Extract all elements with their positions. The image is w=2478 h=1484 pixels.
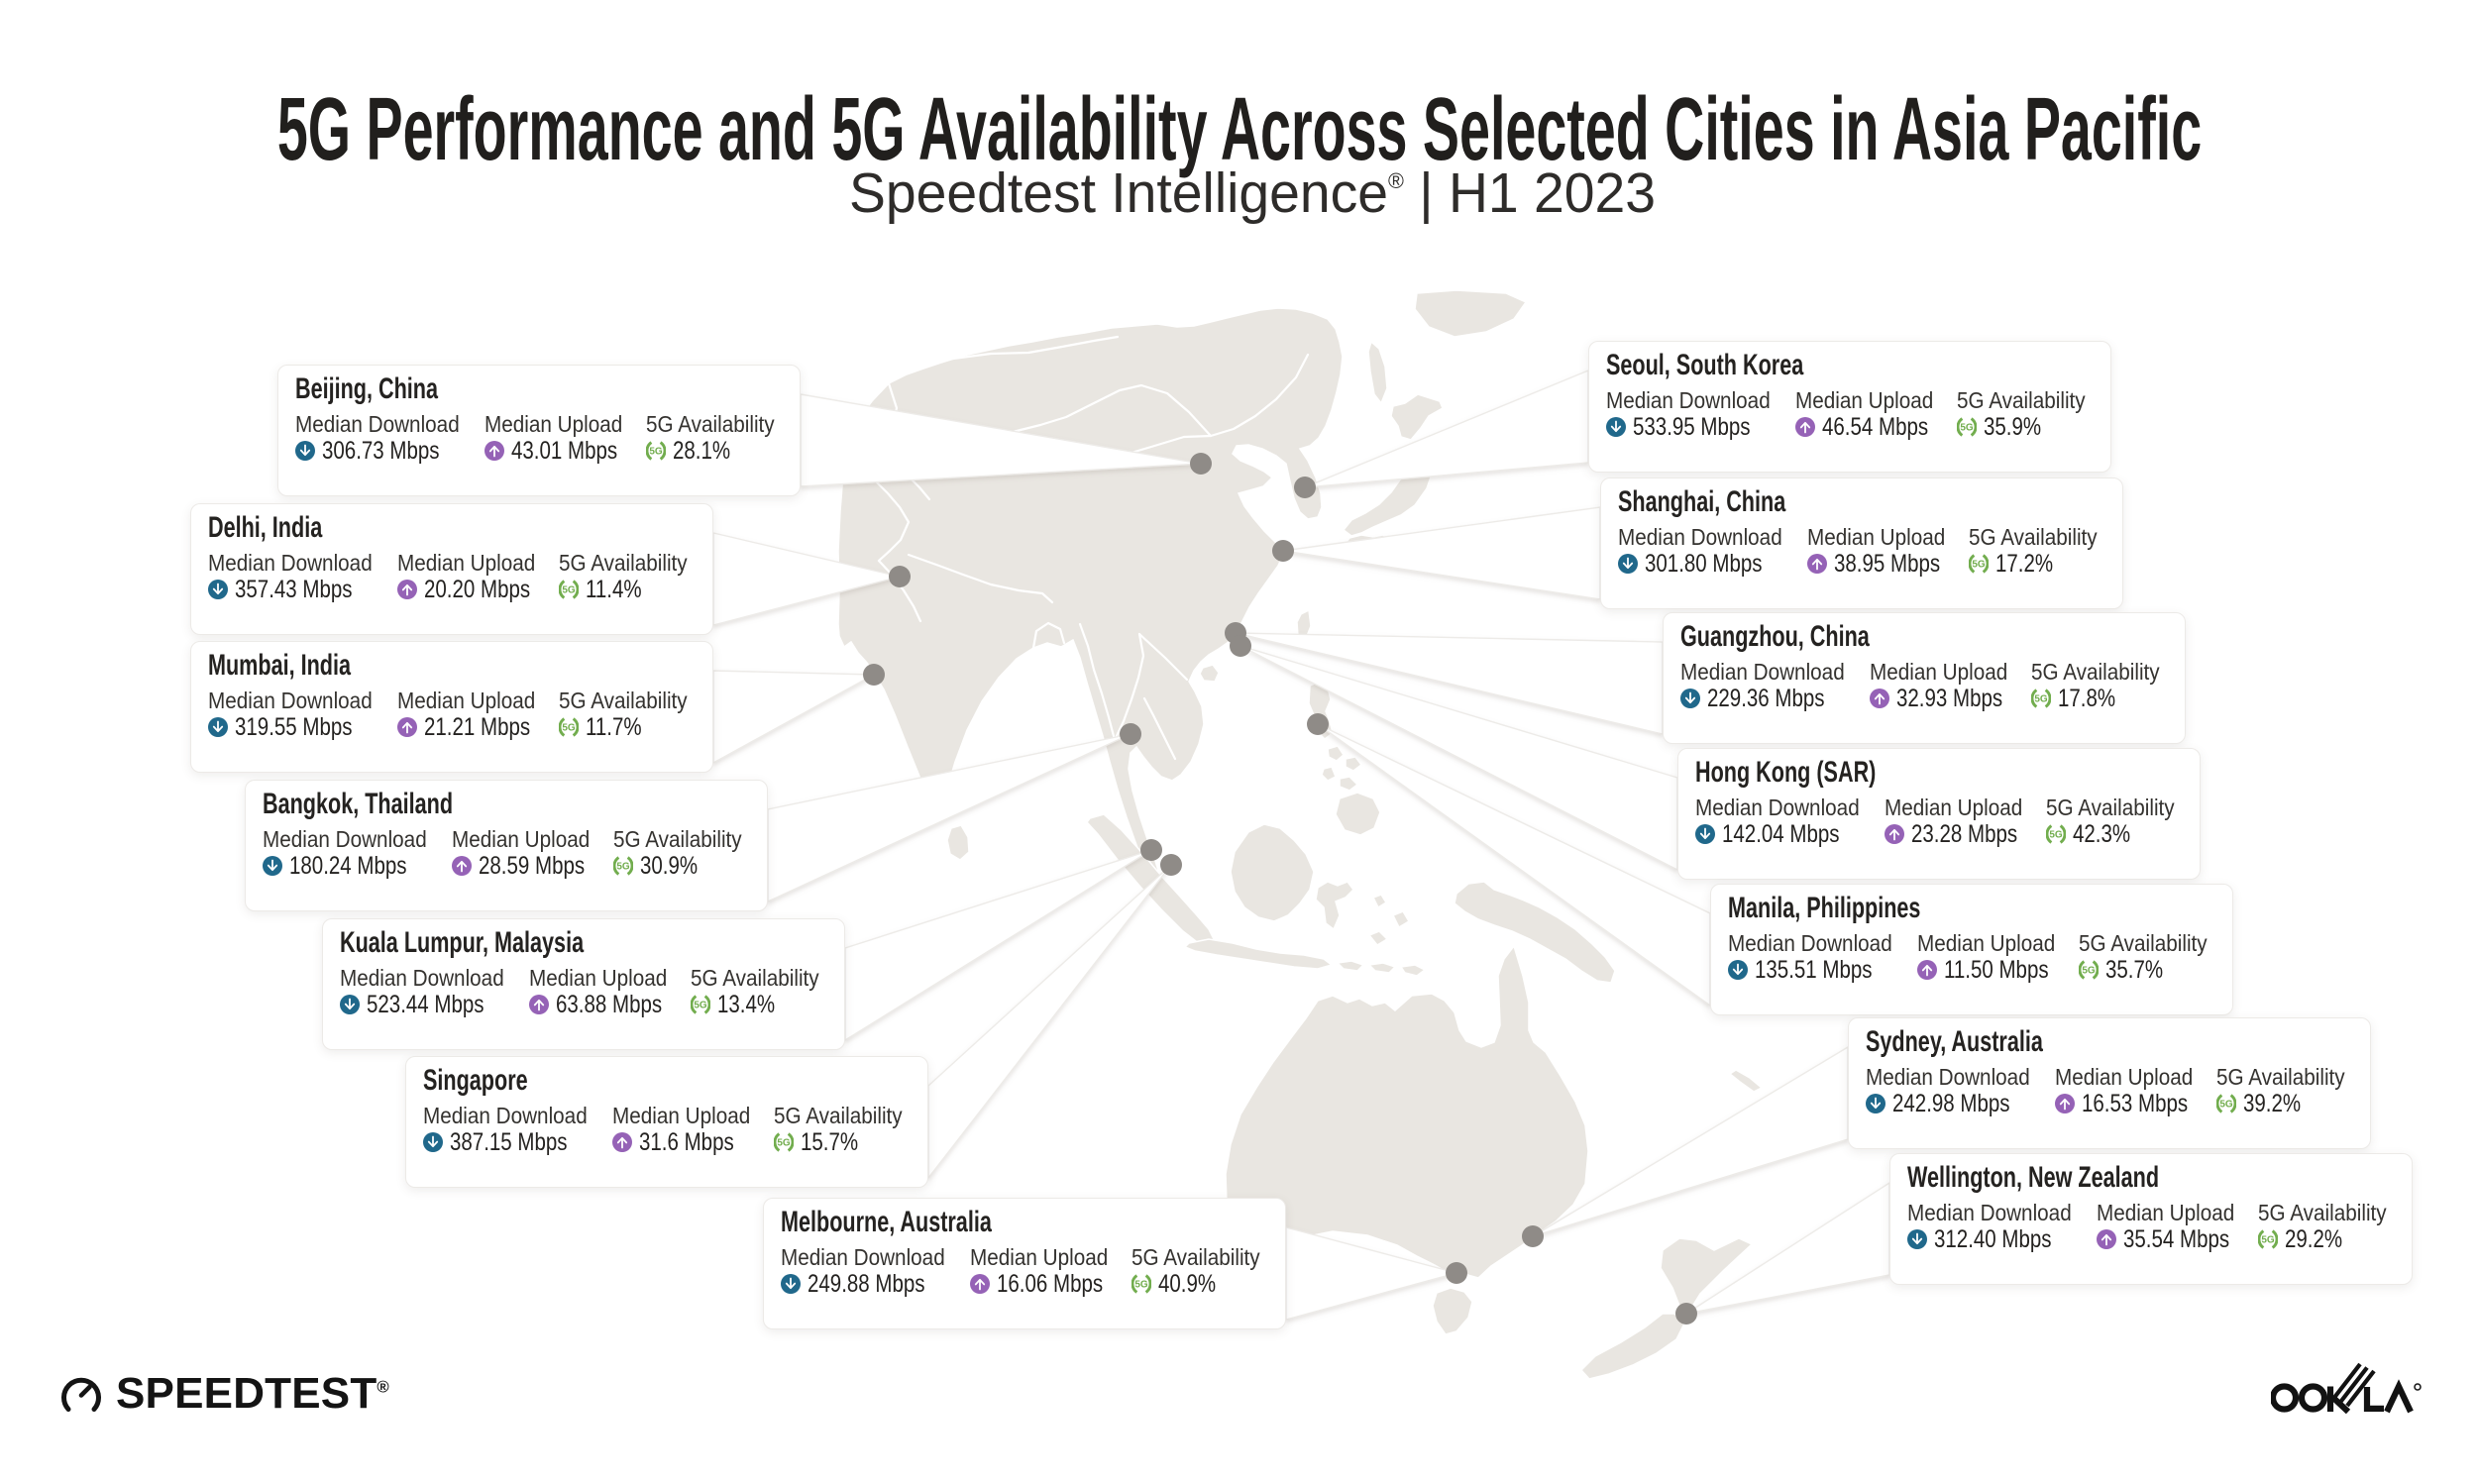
svg-text:5G: 5G	[616, 862, 630, 873]
svg-text:5G: 5G	[777, 1138, 791, 1149]
svg-text:5G: 5G	[562, 723, 576, 734]
svg-text:5G: 5G	[2034, 694, 2048, 705]
svg-text:5G: 5G	[694, 1001, 707, 1011]
svg-text:5G: 5G	[649, 447, 663, 458]
svg-text:5G: 5G	[2261, 1235, 2275, 1246]
svg-text:5G: 5G	[1960, 423, 1974, 434]
svg-text:5G: 5G	[1972, 560, 1986, 571]
svg-text:5G: 5G	[562, 585, 576, 596]
svg-text:5G: 5G	[2082, 966, 2096, 977]
svg-text:5G: 5G	[2219, 1100, 2233, 1111]
svg-text:5G: 5G	[1134, 1280, 1148, 1291]
svg-text:5G: 5G	[2049, 830, 2063, 841]
